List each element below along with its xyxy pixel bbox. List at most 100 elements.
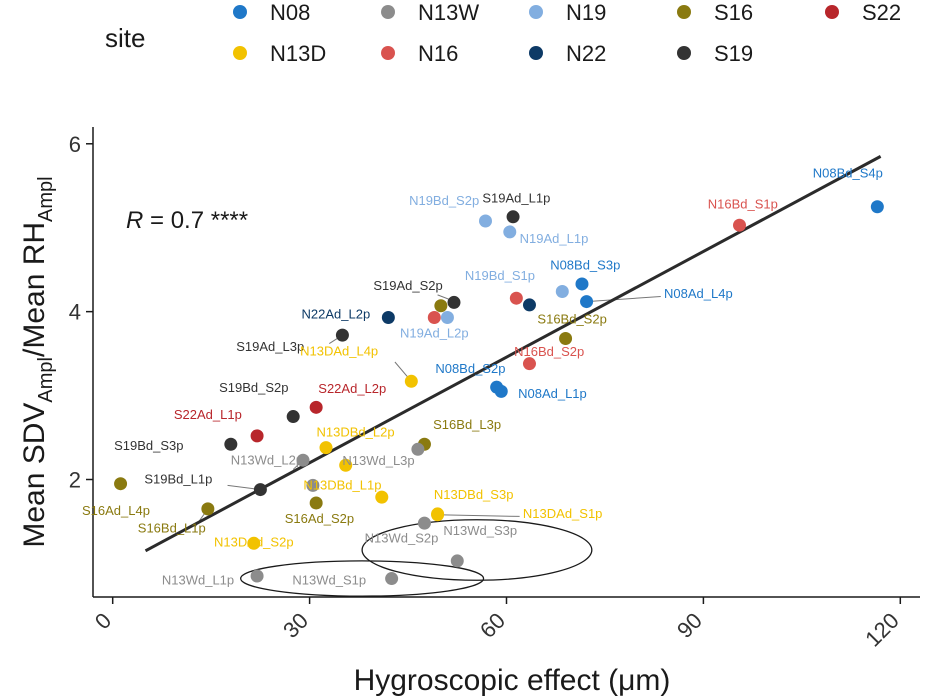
legend-label-n08: N08 — [270, 0, 310, 25]
data-point — [494, 384, 508, 398]
legend-label-n22: N22 — [566, 41, 606, 66]
data-point — [580, 295, 594, 309]
legend-swatch-s19 — [677, 46, 691, 60]
legend-label-n13d: N13D — [270, 41, 326, 66]
data-point — [201, 502, 215, 516]
data-point — [559, 332, 573, 345]
point-label: N13Wd_S3p — [443, 523, 517, 538]
point-label: N16Bd_S1p — [708, 196, 778, 211]
legend-label-n16: N16 — [418, 41, 458, 66]
data-point — [509, 291, 523, 305]
regression-line — [144, 155, 882, 553]
x-tick-label: 120 — [860, 608, 904, 652]
y-tick-label: 4 — [69, 300, 81, 325]
y-tick-label: 6 — [69, 132, 81, 157]
point-label: N13DAd_L4p — [300, 343, 378, 358]
data-point — [506, 210, 520, 224]
point-label: N13Wd_L2p — [231, 452, 303, 467]
legend-swatch-s16 — [677, 5, 691, 19]
r-symbol: R — [126, 207, 143, 234]
legend-label-s22: S22 — [862, 0, 901, 25]
data-point — [411, 442, 425, 456]
data-point — [503, 225, 517, 239]
point-label: S16Ad_S2p — [285, 511, 354, 526]
data-point — [335, 328, 349, 342]
label-leader-lines — [194, 294, 661, 528]
point-label: N13DAd_S1p — [523, 506, 603, 521]
data-point — [404, 374, 418, 388]
data-point — [385, 572, 399, 586]
point-label: S16Bd_L1p — [138, 520, 206, 535]
legend-swatch-s22 — [825, 5, 839, 19]
data-point — [478, 214, 492, 228]
point-label: N19Bd_S2p — [409, 193, 479, 208]
data-point — [250, 429, 264, 443]
point-label: N13DBd_S3p — [434, 487, 514, 502]
data-point — [286, 410, 300, 424]
data-point — [522, 298, 536, 312]
legend-label-n13w: N13W — [418, 0, 479, 25]
data-point — [417, 516, 431, 530]
data-point — [306, 478, 320, 492]
highlight-ellipse — [240, 560, 485, 597]
data-point — [309, 400, 323, 414]
point-label: N08Bd_S2p — [435, 361, 505, 376]
x-tick-label: 90 — [672, 608, 707, 643]
legend-label-s19: S19 — [714, 41, 753, 66]
point-label: N19Ad_L1p — [520, 231, 589, 246]
data-point — [447, 295, 461, 309]
point-label: N13DAd_S2p — [214, 535, 294, 550]
data-point — [733, 218, 747, 232]
point-label: N08Ad_L4p — [664, 286, 733, 301]
data-point — [434, 299, 448, 313]
point-label: S22Ad_L2p — [318, 381, 386, 396]
point-label: S19Ad_L1p — [482, 191, 550, 206]
point-label: N19Bd_S1p — [465, 268, 535, 283]
y-tick-label: 2 — [69, 468, 81, 493]
legend-swatch-n22 — [529, 46, 543, 60]
data-point — [870, 200, 884, 214]
point-label: S16Bd_S2p — [537, 311, 606, 326]
legend-title: site — [105, 23, 145, 53]
data-point — [522, 357, 536, 371]
point-label: N16Bd_S2p — [514, 344, 584, 359]
point-label: N22Ad_L2p — [302, 306, 371, 321]
point-label: N13Wd_L1p — [162, 572, 234, 587]
data-point — [575, 277, 589, 291]
point-label: S19Ad_S2p — [373, 278, 442, 293]
data-points — [114, 200, 884, 586]
data-point — [375, 490, 389, 504]
leader-line — [437, 514, 520, 517]
legend-swatch-n08 — [233, 5, 247, 19]
point-label: S19Bd_S3p — [114, 438, 183, 453]
point-label: N13Wd_S2p — [365, 530, 439, 545]
legend-swatch-n16 — [381, 46, 395, 60]
legend-swatch-n19 — [529, 5, 543, 19]
point-label: N13DBd_L2p — [317, 425, 395, 440]
data-point — [440, 311, 454, 325]
leader-line — [586, 296, 661, 303]
point-label: S16Ad_L4p — [82, 503, 150, 518]
point-label: S19Ad_L3p — [236, 339, 304, 354]
x-axis-label: Hygroscopic effect (μm) — [354, 664, 671, 697]
point-label: S22Ad_L1p — [174, 407, 242, 422]
point-label: N19Ad_L2p — [400, 326, 469, 341]
y-axis-label-sub-b: Ampl — [35, 176, 57, 222]
axis-ticks: 0 30 60 90 120 2 4 6 — [69, 132, 904, 652]
point-label: N13Wd_S1p — [292, 572, 366, 587]
y-axis-label-sub-a: Ampl — [35, 357, 57, 403]
data-point — [114, 477, 128, 491]
legend-swatch-n13d — [233, 46, 247, 60]
legend-label-n19: N19 — [566, 0, 606, 25]
x-tick-label: 60 — [475, 608, 510, 643]
correlation-annotation: R = 0.7 **** — [126, 207, 248, 234]
regression-line-group — [144, 155, 882, 553]
point-label: N13DBd_L1p — [303, 478, 381, 493]
legend-swatch-n13w — [381, 5, 395, 19]
data-point — [431, 507, 445, 521]
y-axis-label-part-a: Mean SDV — [18, 403, 51, 548]
data-point — [296, 453, 310, 467]
point-label: N13Wd_L3p — [342, 453, 414, 468]
